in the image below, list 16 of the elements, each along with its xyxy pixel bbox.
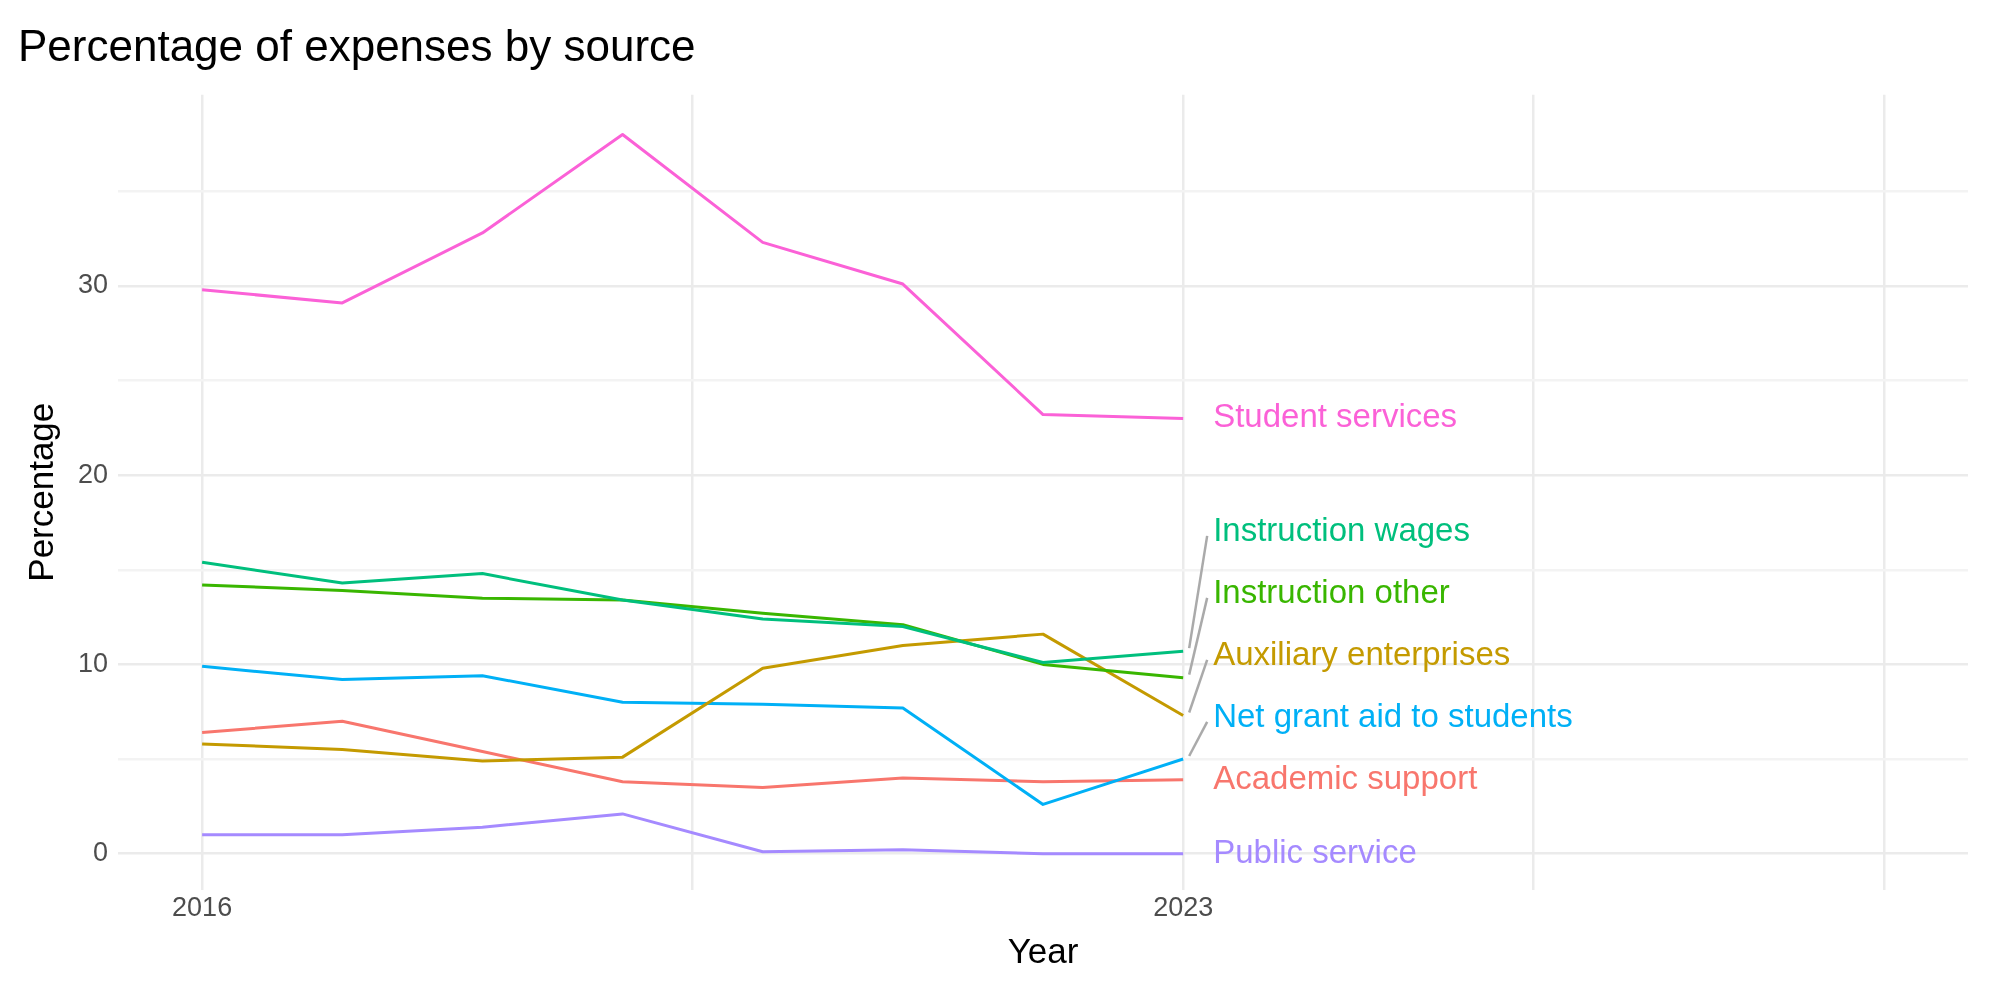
text: Instruction other: [1213, 572, 1450, 610]
series-label: Net grant aid to students: [1213, 696, 1573, 734]
y-tick-label: 20: [77, 458, 109, 489]
chart-title: Percentage of expenses by source: [18, 20, 696, 70]
series-label: Student services: [1213, 397, 1458, 435]
x-tick-label: 2023: [1153, 892, 1214, 923]
y-tick-label: 0: [93, 837, 109, 868]
series-label: Auxiliary enterprises: [1213, 634, 1511, 672]
text: Instruction wages: [1213, 510, 1470, 548]
y-axis-title: Percentage: [20, 402, 60, 582]
y-tick-label: 10: [77, 647, 109, 678]
x-axis-title: Year: [1007, 930, 1079, 970]
series-label: Public service: [1213, 832, 1417, 870]
series-label: Academic support: [1213, 758, 1478, 796]
y-tick-label: 30: [77, 269, 109, 300]
x-tick-label: 2016: [172, 892, 233, 923]
